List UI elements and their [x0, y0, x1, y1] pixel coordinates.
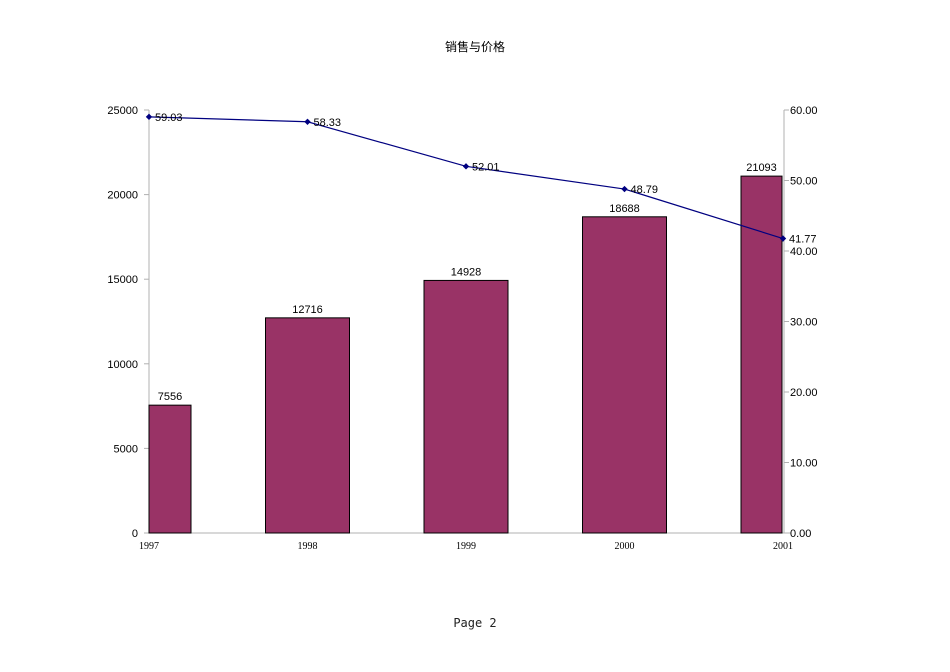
- line-point-marker: [304, 118, 311, 125]
- line-value-label: 58.33: [314, 117, 342, 129]
- bar-value-label: 12716: [292, 304, 323, 316]
- y-right-tick-label: 50.00: [790, 176, 818, 188]
- y-left-tick-label: 25000: [107, 105, 138, 117]
- line-data-labels: 59.03 58.33 52.01 48.79 41.77: [155, 112, 817, 246]
- line-value-label: 52.01: [472, 161, 500, 173]
- line-point-marker: [145, 113, 153, 121]
- bar-value-label: 14928: [451, 266, 482, 278]
- y-left-tick-label: 5000: [114, 443, 138, 455]
- bar-value-label: 18688: [609, 203, 640, 215]
- bar: [582, 216, 667, 534]
- page-footer: Page 2: [453, 616, 497, 630]
- y-right-tick-label: 30.00: [790, 317, 818, 329]
- bar: [423, 279, 509, 534]
- bar-value-label: 7556: [158, 391, 182, 403]
- chart-axes: 0 5000 10000 15000 20000 25000 0.00 10.00 20.00 3…: [107, 105, 817, 552]
- bar: [265, 317, 350, 534]
- bar-value-label: 21093: [746, 162, 777, 174]
- bar-series: [148, 175, 783, 534]
- line-point-marker: [779, 235, 787, 242]
- y-right-tick-label: 0.00: [790, 528, 811, 540]
- bar: [148, 404, 192, 534]
- y-left-tick-label: 20000: [107, 190, 138, 202]
- y-right-tick-label: 20.00: [790, 387, 818, 399]
- line-value-label: 48.79: [631, 184, 659, 196]
- y-right-tick-label: 40.00: [790, 246, 818, 258]
- line-series: [145, 113, 787, 242]
- x-tick-label: 2000: [615, 541, 635, 552]
- y-left-tick-label: 10000: [107, 359, 138, 371]
- x-tick-label: 1998: [298, 541, 318, 552]
- y-left-tick-label: 15000: [107, 274, 138, 286]
- y-right-tick-label: 60.00: [790, 105, 818, 117]
- bar: [740, 175, 783, 534]
- line-point-marker: [462, 163, 470, 170]
- x-tick-label: 1997: [139, 541, 159, 552]
- line-point-marker: [621, 185, 628, 193]
- y-right-tick-label: 10.00: [790, 458, 818, 470]
- line-value-label: 41.77: [789, 234, 817, 246]
- line-value-label: 59.03: [155, 112, 183, 124]
- x-tick-label: 2001: [773, 541, 793, 552]
- x-tick-label: 1999: [456, 541, 476, 552]
- chart-title: 销售与价格: [445, 39, 505, 54]
- price-line: [148, 116, 784, 240]
- bar-data-labels: 7556 12716 14928 18688 21093: [158, 162, 777, 403]
- y-left-tick-label: 0: [132, 528, 138, 540]
